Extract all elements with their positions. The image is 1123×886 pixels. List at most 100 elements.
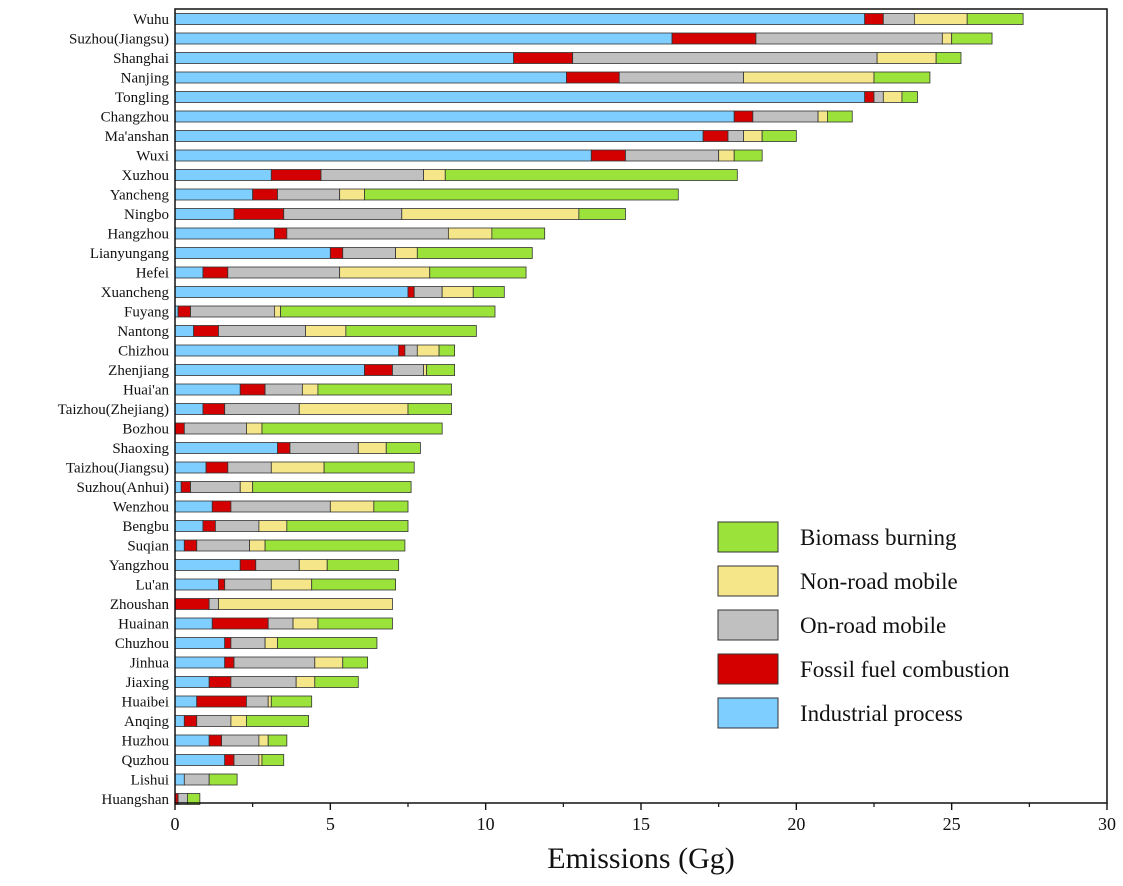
category-label: Hefei (136, 266, 169, 282)
bar-segment (202, 266, 229, 279)
bar-segment (239, 559, 257, 571)
bar-segment (174, 71, 567, 84)
bar-segment (578, 208, 626, 220)
bar-segment (174, 598, 210, 610)
bar-segment (426, 364, 456, 376)
bar-segment (286, 227, 449, 240)
bar-segment (227, 461, 272, 474)
bar-segment (174, 559, 241, 571)
bar-segment (398, 344, 406, 357)
bar-segment (221, 734, 260, 747)
bar-segment (190, 481, 241, 493)
bar-segment (314, 656, 344, 669)
bar-segment (174, 91, 866, 103)
bar-segment (392, 364, 424, 376)
bar-segment (174, 227, 275, 240)
bar-segment (876, 52, 937, 64)
category-label: Huai'an (123, 383, 170, 399)
bar-segment (174, 266, 204, 279)
bar-segment (230, 715, 247, 727)
bar-segment (174, 442, 278, 454)
bar-segment (183, 539, 198, 552)
category-label: Zhenjiang (108, 363, 169, 379)
bar-segment (298, 559, 328, 571)
x-axis-ticks: 0 5 10 15 20 25 30 (171, 803, 1116, 834)
category-label: Suqian (127, 539, 169, 555)
bar-segment (230, 676, 297, 688)
bar-segment (364, 364, 393, 376)
legend-swatch (717, 697, 779, 729)
bar-segment (298, 403, 409, 415)
bar-segment (407, 286, 415, 298)
bar-segment (196, 539, 250, 552)
bar-segment (180, 481, 191, 493)
bar-segment (339, 188, 365, 201)
bar-segment (239, 383, 266, 396)
bar-segment (941, 32, 953, 45)
category-label: Hangzhou (107, 227, 169, 243)
bar-segment (727, 130, 744, 142)
bar-segment (258, 520, 288, 532)
bar-segment (174, 364, 365, 376)
bar-segment (174, 422, 185, 435)
bar-segment (882, 91, 903, 103)
category-label: Quzhou (122, 753, 170, 769)
bar-segment (385, 442, 421, 454)
category-label: Zhoushan (110, 597, 170, 613)
bar-segment (447, 227, 493, 240)
bar-segment (702, 130, 729, 142)
bar-segment (174, 500, 213, 513)
legend-label: Fossil fuel combustion (800, 657, 1010, 682)
bar-segment (174, 715, 185, 727)
bar-segment (267, 695, 272, 708)
bar-segment (196, 695, 247, 708)
bar-segment (566, 71, 620, 84)
bar-segment (264, 637, 278, 649)
bar-segment (174, 461, 207, 474)
bar-segment (416, 247, 533, 259)
bar-segment (270, 578, 313, 591)
bar-segment (472, 286, 505, 298)
bar-segment (174, 637, 226, 649)
bar-segment (190, 305, 275, 318)
bar-segment (174, 773, 185, 786)
bar-segment (339, 266, 431, 279)
bar-segment (211, 617, 269, 630)
bar-segment (864, 13, 884, 25)
bar-segment (230, 637, 266, 649)
bar-segment (258, 734, 269, 747)
bar-segment (301, 383, 319, 396)
bars-layer (174, 13, 1024, 805)
bar-segment (174, 754, 226, 766)
bar-segment (292, 617, 319, 630)
bar-segment (317, 617, 393, 630)
category-label: Changzhou (101, 110, 170, 126)
category-label: Fuyang (124, 305, 170, 321)
bar-segment (174, 344, 400, 357)
legend-label: Non-road mobile (800, 569, 958, 594)
bar-segment (373, 500, 409, 513)
bar-segment (183, 715, 198, 727)
category-label: Shanghai (113, 51, 169, 67)
bar-segment (252, 481, 412, 493)
bar-segment (249, 539, 266, 552)
bar-segment (187, 793, 201, 805)
bar-segment (625, 149, 720, 162)
category-label: Yangzhou (109, 558, 170, 574)
bar-segment (817, 110, 828, 123)
bar-segment (345, 325, 477, 337)
bar-segment (491, 227, 546, 240)
category-label: Jiaxing (126, 675, 170, 691)
bar-segment (438, 344, 456, 357)
bar-segment (935, 52, 962, 64)
bar-segment (174, 188, 254, 201)
bar-segment (174, 617, 213, 630)
bar-segment (401, 208, 580, 220)
bar-segment (174, 481, 182, 493)
bar-segment (274, 227, 288, 240)
category-label: Suzhou(Jiangsu) (69, 32, 169, 48)
bar-segment (277, 442, 291, 454)
bar-segment (342, 656, 369, 669)
bar-segment (174, 734, 210, 747)
